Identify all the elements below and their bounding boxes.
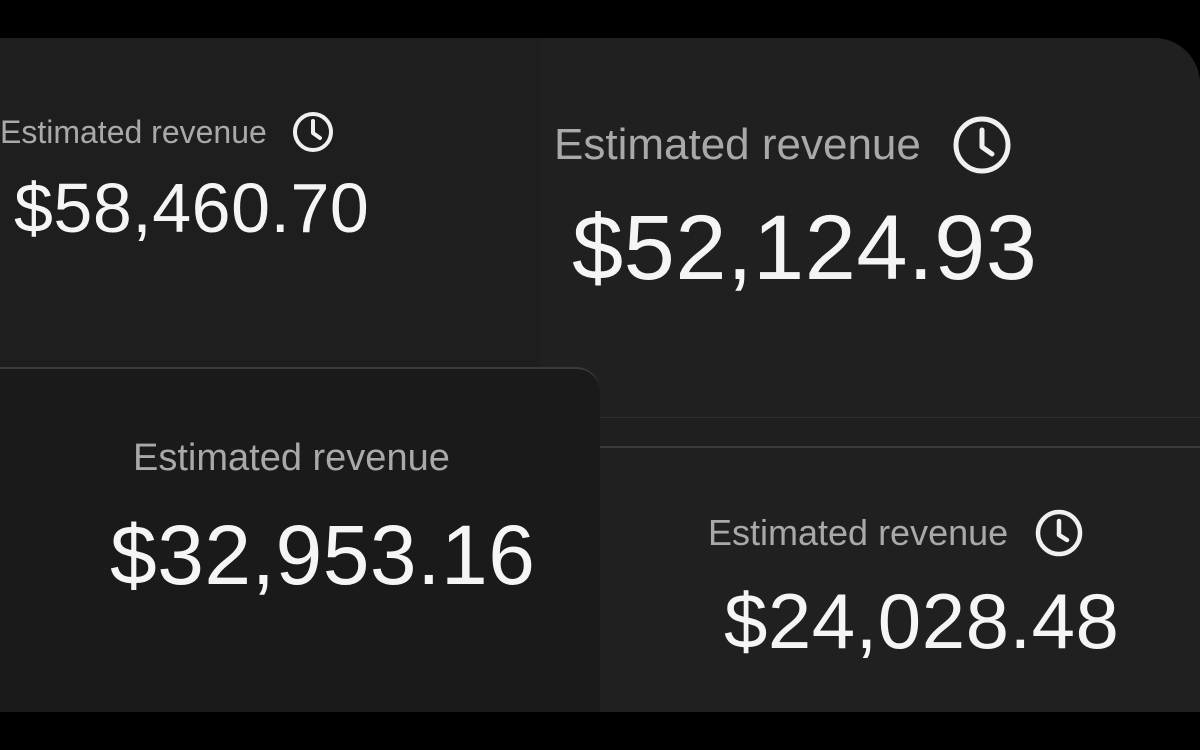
revenue-label: Estimated revenue: [0, 113, 267, 150]
revenue-label-row: Estimated revenue: [554, 114, 1013, 176]
revenue-card-1[interactable]: Estimated revenue $58,460.70: [0, 38, 600, 368]
revenue-label-row: Estimated revenue: [133, 437, 450, 480]
revenue-label: Estimated revenue: [554, 120, 921, 169]
revenue-card-4[interactable]: Estimated revenue $24,028.48: [600, 446, 1200, 712]
clock-icon[interactable]: [291, 110, 335, 154]
clock-icon[interactable]: [1034, 508, 1084, 558]
revenue-label-row: Estimated revenue: [708, 508, 1084, 558]
revenue-card-3[interactable]: Estimated revenue $32,953.16: [0, 367, 600, 712]
revenue-amount: $32,953.16: [110, 508, 536, 602]
revenue-card-2[interactable]: Estimated revenue $52,124.93: [540, 38, 1200, 418]
clock-icon[interactable]: [951, 114, 1013, 176]
revenue-label: Estimated revenue: [133, 437, 450, 479]
revenue-label-row: Estimated revenue: [0, 110, 335, 154]
revenue-label: Estimated revenue: [708, 512, 1009, 553]
revenue-amount: $58,460.70: [14, 169, 370, 247]
revenue-amount: $52,124.93: [572, 197, 1038, 299]
revenue-amount: $24,028.48: [724, 577, 1120, 665]
